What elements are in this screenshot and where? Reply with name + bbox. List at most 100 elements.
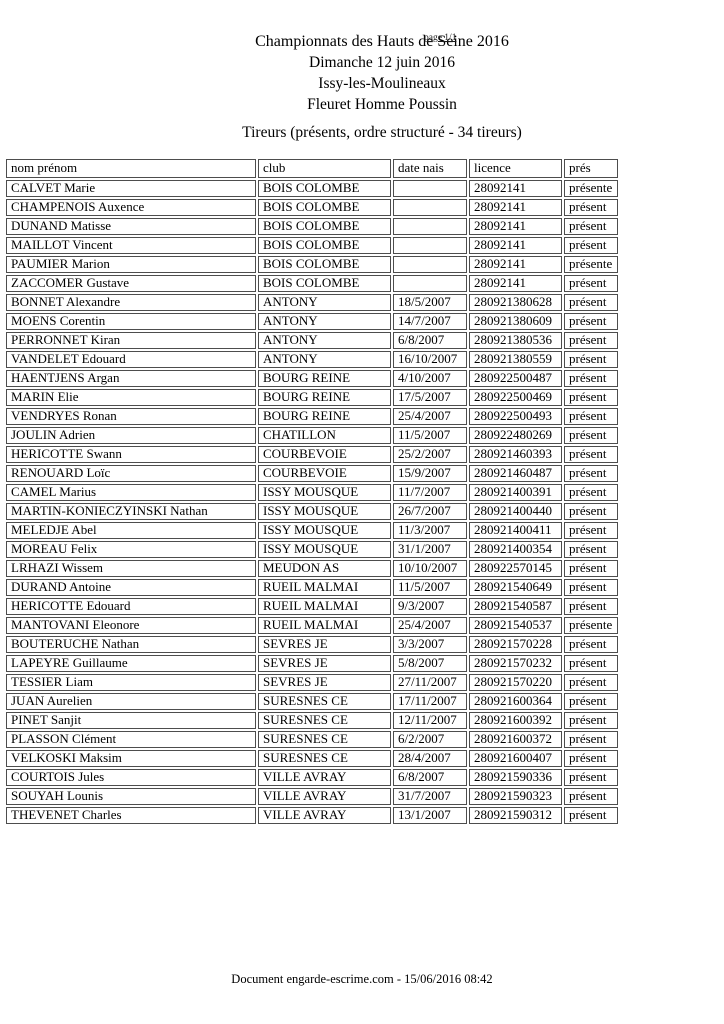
cell-birth-date: 14/7/2007: [393, 313, 467, 330]
cell-licence: 280921600364: [469, 693, 562, 710]
cell-club: SEVRES JE: [258, 655, 391, 672]
event-category: Fleuret Homme Poussin: [307, 96, 457, 113]
cell-presence: présent: [564, 636, 618, 653]
table-row: DUNAND Matisse BOIS COLOMBE 28092141 présen…: [6, 218, 618, 235]
cell-birth-date: [393, 199, 467, 216]
cell-presence: présent: [564, 807, 618, 824]
cell-presence: présent: [564, 351, 618, 368]
cell-club: BOURG REINE: [258, 389, 391, 406]
cell-licence: 28092141: [469, 218, 562, 235]
cell-licence: 280922500469: [469, 389, 562, 406]
cell-name: SOUYAH Lounis: [6, 788, 256, 805]
cell-name: TESSIER Liam: [6, 674, 256, 691]
cell-club: SURESNES CE: [258, 731, 391, 748]
cell-name: DURAND Antoine: [6, 579, 256, 596]
cell-name: DUNAND Matisse: [6, 218, 256, 235]
cell-licence: 280921400391: [469, 484, 562, 501]
cell-club: ISSY MOUSQUE: [258, 484, 391, 501]
table-row: JOULIN Adrien CHATILLON 11/5/2007 280922480…: [6, 427, 618, 444]
cell-club: SEVRES JE: [258, 636, 391, 653]
cell-birth-date: 6/2/2007: [393, 731, 467, 748]
cell-licence: 280921600392: [469, 712, 562, 729]
table-row: TESSIER Liam SEVRES JE 27/11/2007 280921570…: [6, 674, 618, 691]
table-row: PAUMIER Marion BOIS COLOMBE 28092141 présen…: [6, 256, 618, 273]
table-row: CHAMPENOIS Auxence BOIS COLOMBE 28092141 pr…: [6, 199, 618, 216]
table-row: ZACCOMER Gustave BOIS COLOMBE 28092141 prés…: [6, 275, 618, 292]
cell-presence: présent: [564, 408, 618, 425]
cell-presence: présent: [564, 579, 618, 596]
cell-name: LRHAZI Wissem: [6, 560, 256, 577]
cell-presence: présent: [564, 294, 618, 311]
cell-club: COURBEVOIE: [258, 446, 391, 463]
cell-birth-date: 9/3/2007: [393, 598, 467, 615]
cell-licence: 280921590336: [469, 769, 562, 786]
cell-presence: présent: [564, 484, 618, 501]
table-row: LRHAZI Wissem MEUDON AS 10/10/2007 28092257…: [6, 560, 618, 577]
table-row: BONNET Alexandre ANTONY 18/5/2007 280921380…: [6, 294, 618, 311]
cell-club: BOIS COLOMBE: [258, 218, 391, 235]
cell-club: BOIS COLOMBE: [258, 199, 391, 216]
cell-licence: 280921380628: [469, 294, 562, 311]
cell-club: SEVRES JE: [258, 674, 391, 691]
header-club: club: [258, 159, 391, 178]
cell-name: PLASSON Clément: [6, 731, 256, 748]
table-row: CALVET Marie BOIS COLOMBE 28092141 présente: [6, 180, 618, 197]
cell-licence: 280921570228: [469, 636, 562, 653]
cell-birth-date: 31/1/2007: [393, 541, 467, 558]
cell-presence: présent: [564, 427, 618, 444]
cell-name: ZACCOMER Gustave: [6, 275, 256, 292]
cell-club: SURESNES CE: [258, 750, 391, 767]
cell-licence: 280921600407: [469, 750, 562, 767]
cell-name: THEVENET Charles: [6, 807, 256, 824]
cell-birth-date: 17/5/2007: [393, 389, 467, 406]
cell-club: BOIS COLOMBE: [258, 256, 391, 273]
cell-presence: présent: [564, 560, 618, 577]
cell-name: RENOUARD Loïc: [6, 465, 256, 482]
cell-birth-date: 6/8/2007: [393, 769, 467, 786]
cell-presence: présent: [564, 750, 618, 767]
event-date: Dimanche 12 juin 2016: [309, 54, 455, 71]
table-row: MANTOVANI Eleonore RUEIL MALMAI 25/4/2007 2…: [6, 617, 618, 634]
cell-name: BOUTERUCHE Nathan: [6, 636, 256, 653]
cell-club: COURBEVOIE: [258, 465, 391, 482]
cell-club: BOIS COLOMBE: [258, 275, 391, 292]
cell-licence: 280922500493: [469, 408, 562, 425]
cell-licence: 280921460393: [469, 446, 562, 463]
cell-club: RUEIL MALMAI: [258, 617, 391, 634]
cell-presence: présent: [564, 218, 618, 235]
cell-club: ANTONY: [258, 351, 391, 368]
cell-club: VILLE AVRAY: [258, 788, 391, 805]
cell-club: BOURG REINE: [258, 408, 391, 425]
cell-name: VANDELET Edouard: [6, 351, 256, 368]
cell-club: ISSY MOUSQUE: [258, 503, 391, 520]
cell-club: SURESNES CE: [258, 712, 391, 729]
cell-birth-date: 10/10/2007: [393, 560, 467, 577]
cell-licence: 280921460487: [469, 465, 562, 482]
cell-presence: présent: [564, 693, 618, 710]
cell-club: ISSY MOUSQUE: [258, 522, 391, 539]
cell-club: SURESNES CE: [258, 693, 391, 710]
cell-club: VILLE AVRAY: [258, 769, 391, 786]
cell-club: RUEIL MALMAI: [258, 598, 391, 615]
table-row: SOUYAH Lounis VILLE AVRAY 31/7/2007 2809215…: [6, 788, 618, 805]
table-row: COURTOIS Jules VILLE AVRAY 6/8/2007 2809215…: [6, 769, 618, 786]
cell-birth-date: 6/8/2007: [393, 332, 467, 349]
cell-club: ANTONY: [258, 332, 391, 349]
cell-name: JUAN Aurelien: [6, 693, 256, 710]
cell-name: BONNET Alexandre: [6, 294, 256, 311]
table-row: RENOUARD Loïc COURBEVOIE 15/9/2007 28092146…: [6, 465, 618, 482]
cell-name: VELKOSKI Maksim: [6, 750, 256, 767]
cell-presence: présent: [564, 541, 618, 558]
cell-presence: présent: [564, 598, 618, 615]
table-row: VELKOSKI Maksim SURESNES CE 28/4/2007 28092…: [6, 750, 618, 767]
cell-birth-date: 3/3/2007: [393, 636, 467, 653]
cell-licence: 28092141: [469, 180, 562, 197]
cell-name: COURTOIS Jules: [6, 769, 256, 786]
cell-birth-date: 18/5/2007: [393, 294, 467, 311]
cell-name: PAUMIER Marion: [6, 256, 256, 273]
cell-presence: présent: [564, 332, 618, 349]
document-header: Championnats des Hauts de Seine 2016 pag…: [40, 31, 724, 143]
header-licence: licence: [469, 159, 562, 178]
cell-licence: 280921540537: [469, 617, 562, 634]
participants-table-head: nom prénom club date nais licence prés: [6, 159, 618, 178]
